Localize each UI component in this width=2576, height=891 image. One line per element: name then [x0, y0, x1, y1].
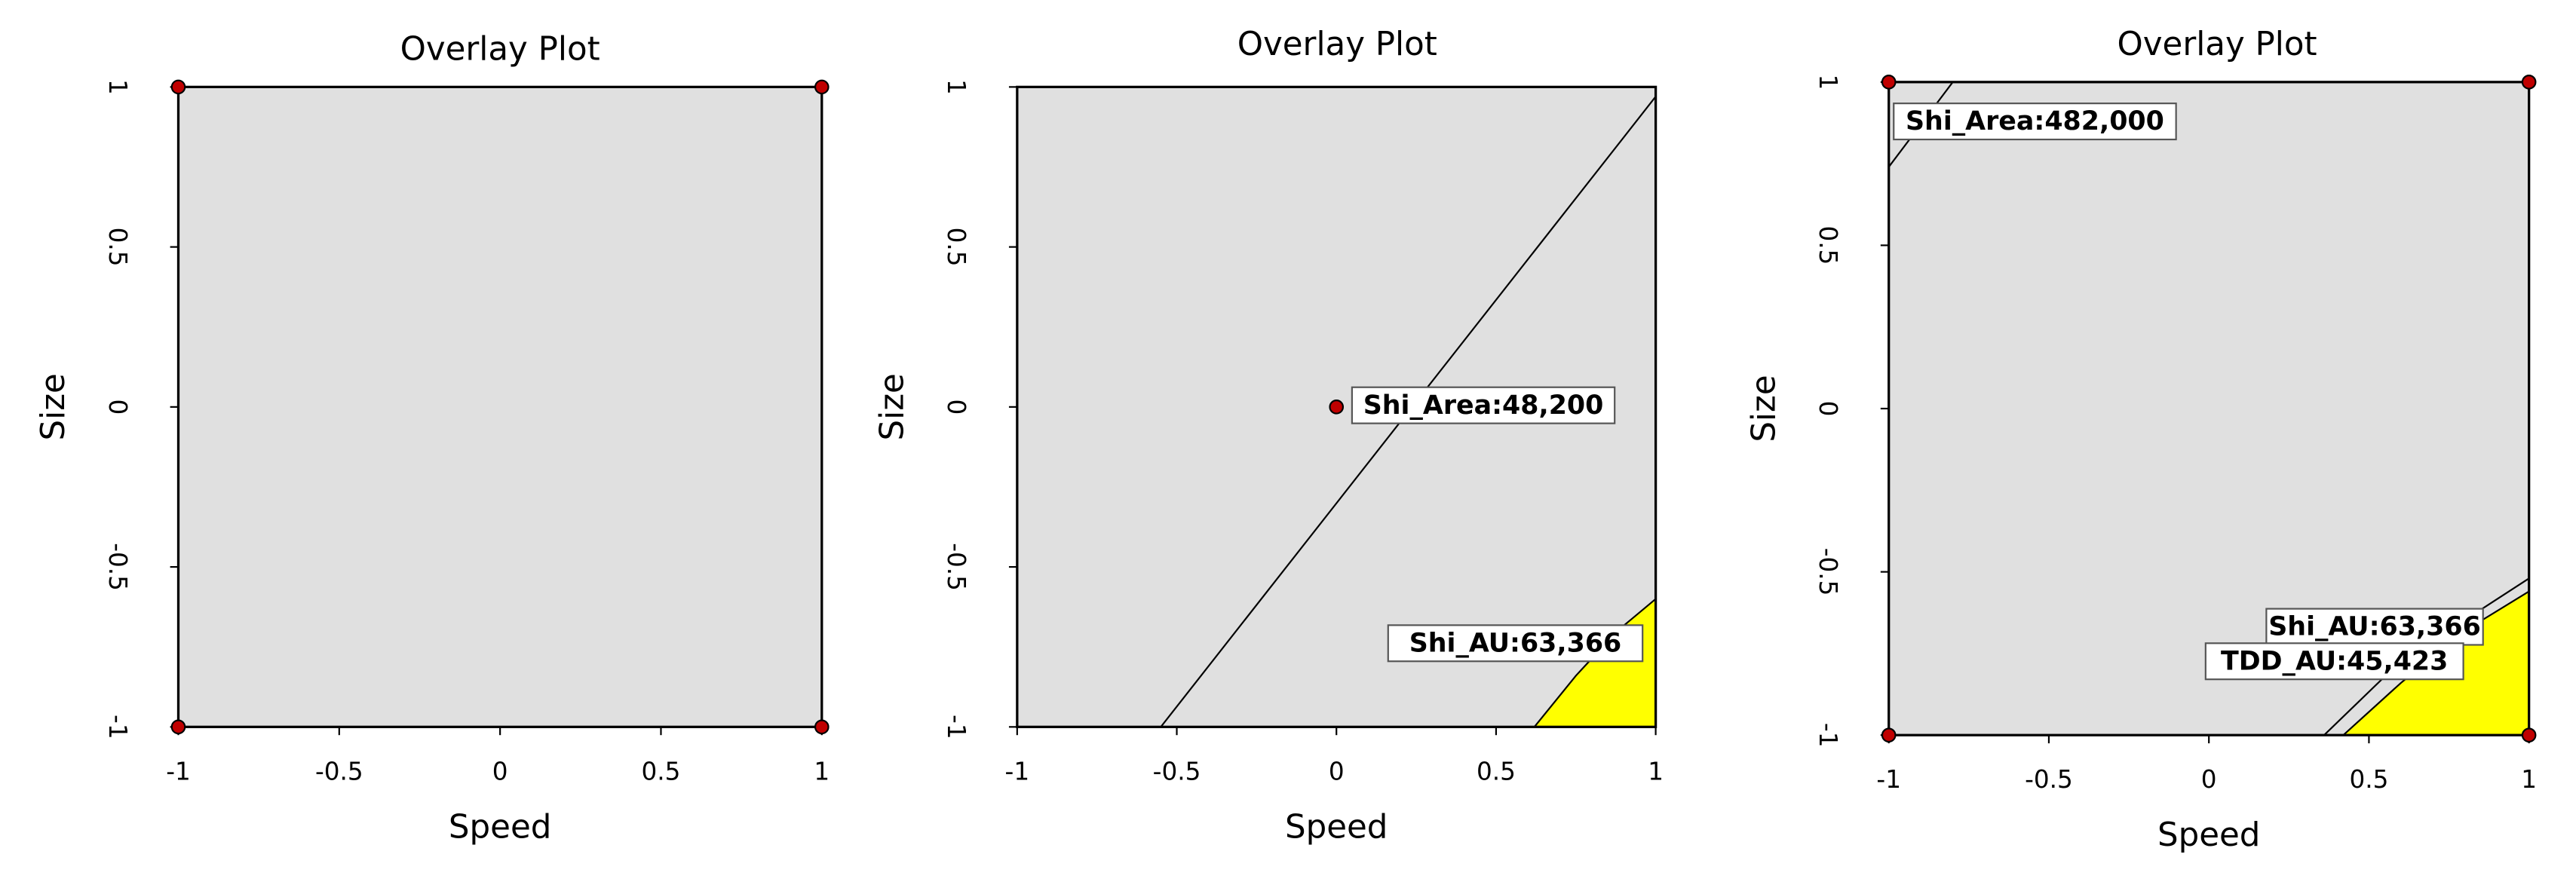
y-tick-label: 1: [1814, 74, 1842, 90]
y-axis-label: Size: [874, 373, 912, 440]
x-tick-label: 0: [492, 757, 508, 785]
contour-label: Shi_Area:48,200: [1363, 390, 1604, 421]
y-tick-label: 0: [942, 399, 971, 415]
x-tick-label: -1: [1876, 765, 1901, 794]
chart-title: Overlay Plot: [400, 30, 600, 68]
y-axis-label: Size: [1745, 375, 1783, 442]
plot-area: [178, 87, 822, 727]
contour-label: TDD_AU:45,423: [2221, 646, 2448, 676]
x-tick-label: -0.5: [2025, 765, 2073, 794]
contour-label-box: [1893, 103, 2177, 141]
design-point: [1329, 400, 1345, 415]
contour-label: Shi_Area:482,000: [1906, 106, 2164, 136]
y-tick-label: -0.5: [103, 543, 132, 591]
y-tick-label: 1: [942, 79, 971, 95]
chart-title: Overlay Plot: [1237, 26, 1437, 63]
design-point: [814, 719, 830, 735]
design-point: [2521, 727, 2537, 742]
contour-label-box: [1387, 624, 1644, 663]
y-tick-label: 0.5: [103, 228, 132, 267]
contour-label: Shi_AU:63,366: [1409, 628, 1622, 658]
x-tick-label: 0.5: [642, 757, 681, 785]
y-tick-label: -0.5: [1814, 548, 1842, 596]
contour-label-box: [2265, 608, 2484, 646]
y-tick-label: 0.5: [942, 228, 971, 267]
y-tick-label: 0: [1814, 401, 1842, 417]
contour-label: Shi_AU:63,366: [2268, 612, 2481, 642]
y-tick-label: -1: [942, 715, 971, 739]
design-point: [1881, 75, 1897, 90]
x-tick-label: 0.5: [2349, 765, 2388, 794]
y-tick-label: -1: [1814, 723, 1842, 748]
design-point: [2521, 75, 2537, 90]
x-tick-label: -0.5: [1153, 757, 1201, 785]
x-axis-label: Speed: [1285, 808, 1388, 846]
chart-title: Overlay Plot: [2118, 26, 2317, 63]
x-axis-label: Speed: [2157, 816, 2260, 854]
contour-label-box: [2204, 642, 2464, 681]
design-point: [814, 79, 830, 95]
x-tick-label: 1: [2521, 765, 2537, 794]
y-tick-label: 0.5: [1814, 225, 1842, 265]
y-axis-label: Size: [35, 373, 72, 440]
y-tick-label: -1: [103, 715, 132, 739]
x-tick-label: -1: [166, 757, 191, 785]
design-point: [1881, 727, 1897, 742]
design-point: [170, 719, 186, 735]
x-tick-label: 1: [1648, 757, 1664, 785]
x-tick-label: -0.5: [315, 757, 363, 785]
x-tick-label: 1: [814, 757, 830, 785]
x-tick-label: 0: [1329, 757, 1345, 785]
contour-label-box: [1351, 386, 1616, 424]
x-axis-label: Speed: [449, 808, 551, 846]
y-tick-label: -0.5: [942, 543, 971, 591]
y-tick-label: 0: [103, 399, 132, 415]
x-tick-label: 0.5: [1477, 757, 1516, 785]
x-tick-label: 0: [2201, 765, 2217, 794]
x-tick-label: -1: [1005, 757, 1030, 785]
design-point: [170, 79, 186, 95]
y-tick-label: 1: [103, 79, 132, 95]
